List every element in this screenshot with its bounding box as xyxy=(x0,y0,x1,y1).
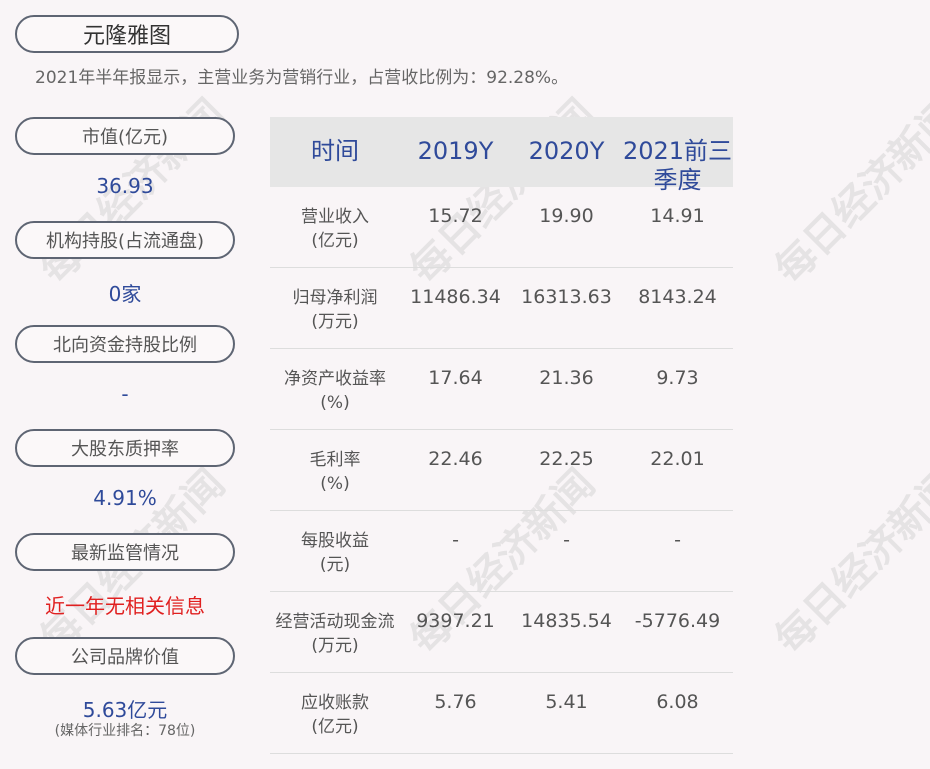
row-label: 归母净利润 (万元) xyxy=(270,268,400,348)
metric-unit: (万元) xyxy=(311,636,359,656)
header-time: 时间 xyxy=(311,137,359,165)
cell-value: 21.36 xyxy=(539,367,594,389)
cell-value: 9.73 xyxy=(656,367,699,389)
business-summary: 2021年半年报显示，主营业务为营销行业，占营收比例为：92.28%。 xyxy=(35,68,569,88)
row-label: 净资产收益率 (%) xyxy=(270,349,400,429)
metric-unit: (%) xyxy=(320,474,350,494)
metric-name: 毛利率 xyxy=(309,450,361,470)
institutional-holdings-value: 0家 xyxy=(108,282,142,306)
metric-name: 应收账款 xyxy=(301,693,369,713)
metric-unit: (万元) xyxy=(311,312,359,332)
metric-name: 每股收益 xyxy=(301,531,369,551)
cell-value: 9397.21 xyxy=(416,610,495,632)
header-2019: 2019Y xyxy=(417,137,494,165)
cell-value: 6.08 xyxy=(656,691,699,713)
row-label: 营业收入 (亿元) xyxy=(270,187,400,267)
metric-unit: (%) xyxy=(320,393,350,413)
table-row: 毛利率 (%) 22.46 22.25 22.01 xyxy=(270,430,733,511)
cell-value: 22.46 xyxy=(428,448,483,470)
cell-value: 11486.34 xyxy=(410,286,501,308)
watermark: 每日经济新闻 xyxy=(766,90,930,293)
northbound-ratio-value: - xyxy=(121,382,129,406)
metric-name: 营业收入 xyxy=(301,207,369,227)
cell-value: 8143.24 xyxy=(638,286,717,308)
cell-value: 5.41 xyxy=(545,691,588,713)
table-header: 时间 2019Y 2020Y 2021前三季度 xyxy=(270,117,733,194)
table-row: 归母净利润 (万元) 11486.34 16313.63 8143.24 xyxy=(270,268,733,349)
row-label: 毛利率 (%) xyxy=(270,430,400,510)
northbound-ratio-label: 北向资金持股比例 xyxy=(15,325,235,363)
cell-value: 19.90 xyxy=(539,205,594,227)
cell-value: -5776.49 xyxy=(634,610,721,632)
market-cap-value: 36.93 xyxy=(96,174,154,198)
institutional-holdings-label: 机构持股(占流通盘) xyxy=(15,221,235,259)
cell-value: 17.64 xyxy=(428,367,483,389)
cell-value: 15.72 xyxy=(428,205,483,227)
table-row: 营业收入 (亿元) 15.72 19.90 14.91 xyxy=(270,187,733,268)
cell-value: - xyxy=(674,529,681,551)
cell-value: 22.25 xyxy=(539,448,594,470)
brand-value-label: 公司品牌价值 xyxy=(15,637,235,675)
brand-rank-note: (媒体行业排名：78位) xyxy=(54,723,196,739)
metric-unit: (亿元) xyxy=(311,717,359,737)
table-row: 净资产收益率 (%) 17.64 21.36 9.73 xyxy=(270,349,733,430)
cell-value: - xyxy=(563,529,570,551)
cell-value: 22.01 xyxy=(650,448,705,470)
cell-value: - xyxy=(452,529,459,551)
metric-name: 净资产收益率 xyxy=(284,369,386,389)
watermark: 每日经济新闻 xyxy=(766,460,930,663)
pledge-ratio-value: 4.91% xyxy=(93,486,157,510)
header-2021q3: 2021前三季度 xyxy=(622,137,733,194)
pledge-ratio-label: 大股东质押率 xyxy=(15,429,235,467)
metric-unit: (元) xyxy=(319,555,351,575)
table-row: 应收账款 (亿元) 5.76 5.41 6.08 xyxy=(270,673,733,754)
financial-table: 时间 2019Y 2020Y 2021前三季度 营业收入 (亿元) 15.72 19.… xyxy=(270,117,733,754)
metric-name: 归母净利润 xyxy=(292,288,378,308)
row-label: 应收账款 (亿元) xyxy=(270,673,400,753)
cell-value: 14.91 xyxy=(650,205,705,227)
regulatory-value: 近一年无相关信息 xyxy=(45,594,205,618)
cell-value: 14835.54 xyxy=(521,610,612,632)
metric-unit: (亿元) xyxy=(311,231,359,251)
cell-value: 16313.63 xyxy=(521,286,612,308)
table-row: 经营活动现金流 (万元) 9397.21 14835.54 -5776.49 xyxy=(270,592,733,673)
market-cap-label: 市值(亿元) xyxy=(15,117,235,155)
cell-value: 5.76 xyxy=(434,691,477,713)
company-name: 元隆雅图 xyxy=(15,15,239,53)
metric-name: 经营活动现金流 xyxy=(275,612,395,632)
header-2020: 2020Y xyxy=(528,137,605,165)
regulatory-label: 最新监管情况 xyxy=(15,533,235,571)
row-label: 经营活动现金流 (万元) xyxy=(270,592,400,672)
table-row: 每股收益 (元) - - - xyxy=(270,511,733,592)
brand-value: 5.63亿元 xyxy=(82,698,168,722)
row-label: 每股收益 (元) xyxy=(270,511,400,591)
